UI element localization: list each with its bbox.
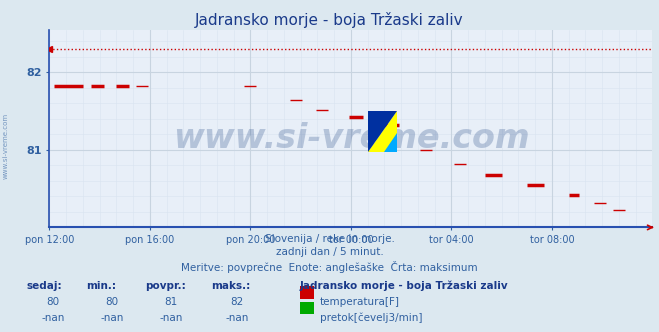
Text: Slovenija / reke in morje.: Slovenija / reke in morje. bbox=[264, 234, 395, 244]
Text: -nan: -nan bbox=[159, 313, 183, 323]
Text: Jadransko morje - boja Tržaski zaliv: Jadransko morje - boja Tržaski zaliv bbox=[195, 12, 464, 28]
Text: -nan: -nan bbox=[100, 313, 124, 323]
Text: povpr.:: povpr.: bbox=[145, 281, 186, 290]
Polygon shape bbox=[368, 111, 397, 151]
Text: Jadransko morje - boja Tržaski zaliv: Jadransko morje - boja Tržaski zaliv bbox=[300, 281, 509, 291]
Text: maks.:: maks.: bbox=[211, 281, 250, 290]
Text: 80: 80 bbox=[46, 297, 59, 307]
Text: www.si-vreme.com: www.si-vreme.com bbox=[173, 122, 529, 155]
Text: www.si-vreme.com: www.si-vreme.com bbox=[2, 113, 9, 179]
Text: 82: 82 bbox=[231, 297, 244, 307]
Text: -nan: -nan bbox=[41, 313, 65, 323]
Text: zadnji dan / 5 minut.: zadnji dan / 5 minut. bbox=[275, 247, 384, 257]
Polygon shape bbox=[384, 133, 397, 151]
Text: min.:: min.: bbox=[86, 281, 116, 290]
Text: 81: 81 bbox=[165, 297, 178, 307]
Text: 80: 80 bbox=[105, 297, 119, 307]
Text: sedaj:: sedaj: bbox=[26, 281, 62, 290]
Text: pretok[čevelj3/min]: pretok[čevelj3/min] bbox=[320, 313, 422, 323]
Text: temperatura[F]: temperatura[F] bbox=[320, 297, 399, 307]
Text: Meritve: povprečne  Enote: anglešaške  Črta: maksimum: Meritve: povprečne Enote: anglešaške Črt… bbox=[181, 261, 478, 273]
Polygon shape bbox=[368, 111, 397, 151]
Text: -nan: -nan bbox=[225, 313, 249, 323]
